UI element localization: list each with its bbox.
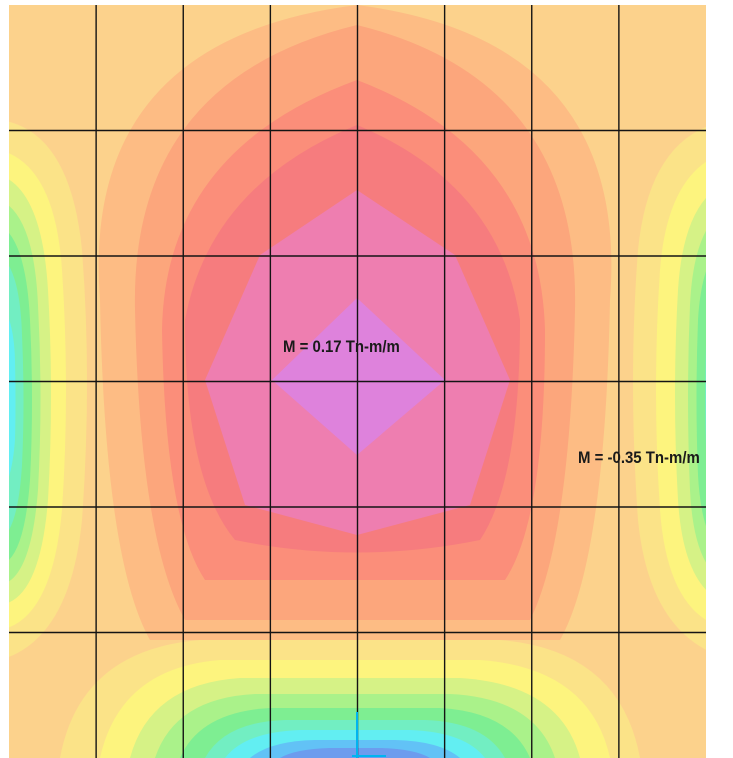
band-left-cyan — [9, 318, 16, 477]
moment-label-edge: M = -0.35 Tn-m/m — [578, 448, 700, 467]
band-right-green — [696, 271, 706, 526]
band-left-teal — [9, 266, 24, 530]
moment-label-center: M = 0.17 Tn-m/m — [283, 337, 400, 356]
mesh-grid — [9, 5, 706, 758]
support-marker — [352, 712, 386, 758]
band-right-teal — [705, 345, 706, 450]
band-bottom-blue — [280, 748, 430, 758]
band-center-magenta — [272, 298, 445, 455]
